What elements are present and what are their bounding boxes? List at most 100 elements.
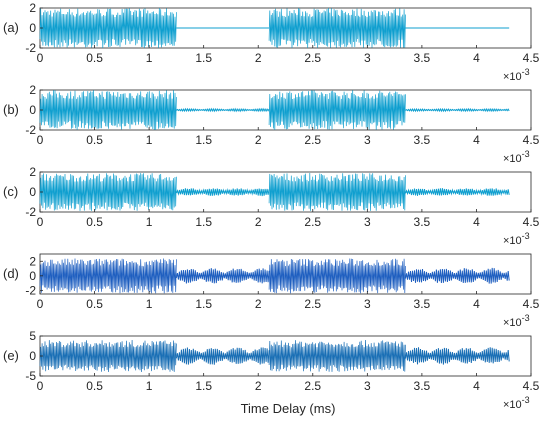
panel-2: 0 0.5 1 1.5 2 2.5 3 3.5 4 4.5-202(b)×10-3 — [3, 83, 540, 165]
y-tick-label: -2 — [25, 283, 36, 297]
signal-trace-segment — [268, 90, 406, 131]
x-tick-label: 2.5 — [304, 379, 321, 393]
y-tick-label: -2 — [25, 41, 36, 55]
signal-trace-segment — [176, 107, 270, 113]
x-exponent-label: ×10-3 — [503, 149, 530, 165]
y-tick-label: -2 — [25, 123, 36, 137]
signal-trace-segment — [268, 8, 406, 48]
signal-trace-segment — [39, 173, 177, 211]
panel-label: (b) — [3, 102, 19, 117]
x-tick-label: 4 — [473, 215, 480, 229]
signal-trace-segment — [39, 8, 177, 49]
x-tick-label: 3.5 — [414, 297, 431, 311]
x-tick-label: 2.5 — [304, 51, 321, 65]
x-tick-label: 2 — [255, 379, 262, 393]
signal-trace-segment — [405, 107, 510, 113]
x-tick-label: 4 — [473, 133, 480, 147]
panel-1: 0 0.5 1 1.5 2 2.5 3 3.5 4 4.5-202(a)×10-3 — [3, 1, 540, 83]
x-tick-label: 4.5 — [523, 379, 540, 393]
x-exponent-label: ×10-3 — [503, 313, 530, 329]
x-tick-label: 1 — [146, 51, 153, 65]
panel-label: (d) — [3, 266, 19, 281]
x-tick-label: 4.5 — [523, 133, 540, 147]
x-tick-label: 0.5 — [86, 215, 103, 229]
panel-4: 0 0.5 1 1.5 2 2.5 3 3.5 4 4.5-202(d)×10-3 — [3, 253, 540, 329]
x-tick-label: 4 — [473, 297, 480, 311]
y-tick-label: 0 — [29, 349, 36, 363]
panel-5: 0 0.5 1 1.5 2 2.5 3 3.5 4 4.5-505(e)×10-3 — [3, 329, 540, 411]
y-tick-label: -5 — [25, 369, 36, 383]
x-tick-label: 4.5 — [523, 51, 540, 65]
signal-trace-segment — [268, 258, 406, 294]
x-tick-label: 3 — [364, 297, 371, 311]
x-tick-label: 1 — [146, 215, 153, 229]
x-exponent-label: ×10-3 — [503, 395, 530, 411]
y-tick-label: 0 — [29, 269, 36, 283]
x-tick-label: 0 — [37, 297, 44, 311]
x-tick-label: 2 — [255, 215, 262, 229]
x-tick-label: 3.5 — [414, 133, 431, 147]
x-tick-label: 0.5 — [86, 297, 103, 311]
x-tick-label: 1.5 — [195, 51, 212, 65]
x-tick-label: 0 — [37, 133, 44, 147]
y-tick-label: 5 — [29, 329, 36, 343]
x-tick-label: 2.5 — [304, 133, 321, 147]
panels: 0 0.5 1 1.5 2 2.5 3 3.5 4 4.5-202(a)×10-30 0.5 1 1.5… — [3, 1, 540, 411]
x-tick-label: 2 — [255, 51, 262, 65]
x-tick-label: 0.5 — [86, 133, 103, 147]
signal-trace-segment — [405, 267, 510, 284]
y-tick-label: 2 — [29, 165, 36, 179]
x-tick-label: 4 — [473, 51, 480, 65]
panel-label: (c) — [3, 184, 18, 199]
y-tick-label: 0 — [29, 185, 36, 199]
y-tick-label: 2 — [29, 254, 36, 268]
x-tick-label: 1.5 — [195, 133, 212, 147]
x-tick-label: 4.5 — [523, 297, 540, 311]
signal-trace-segment — [175, 188, 270, 197]
x-tick-label: 1 — [146, 297, 153, 311]
x-tick-label: 0 — [37, 215, 44, 229]
x-tick-label: 1.5 — [195, 379, 212, 393]
signal-trace-segment — [39, 339, 177, 373]
x-tick-label: 3.5 — [414, 215, 431, 229]
panel-label: (e) — [3, 348, 19, 363]
y-tick-label: 2 — [29, 1, 36, 15]
signal-trace-segment — [39, 258, 177, 294]
panel-3: 0 0.5 1 1.5 2 2.5 3 3.5 4 4.5-202(c)×10-3 — [3, 165, 540, 247]
y-tick-label: -2 — [25, 205, 36, 219]
x-tick-label: 2.5 — [304, 215, 321, 229]
x-tick-label: 4 — [473, 379, 480, 393]
signal-trace-segment — [175, 347, 270, 365]
x-tick-label: 3.5 — [414, 379, 431, 393]
x-tick-label: 3 — [364, 215, 371, 229]
signal-trace-segment — [39, 90, 177, 131]
x-tick-label: 2.5 — [304, 297, 321, 311]
x-tick-label: 2 — [255, 133, 262, 147]
y-tick-label: 2 — [29, 83, 36, 97]
x-tick-label: 0 — [37, 379, 44, 393]
x-tick-label: 3 — [364, 51, 371, 65]
x-tick-label: 1 — [146, 379, 153, 393]
signal-trace-segment — [268, 339, 406, 372]
panel-label: (a) — [3, 20, 19, 35]
y-tick-label: 0 — [29, 21, 36, 35]
x-tick-label: 1 — [146, 133, 153, 147]
y-tick-label: 0 — [29, 103, 36, 117]
signal-trace-segment — [405, 347, 510, 365]
x-exponent-label: ×10-3 — [503, 67, 530, 83]
x-tick-label: 1.5 — [195, 215, 212, 229]
signal-trace-segment — [175, 268, 270, 284]
x-tick-label: 0.5 — [86, 379, 103, 393]
x-tick-label: 1.5 — [195, 297, 212, 311]
x-axis-label: Time Delay (ms) — [241, 401, 336, 416]
x-tick-label: 3 — [364, 133, 371, 147]
x-tick-label: 4.5 — [523, 215, 540, 229]
x-tick-label: 0 — [37, 51, 44, 65]
x-tick-label: 3.5 — [414, 51, 431, 65]
signal-trace-segment — [268, 172, 406, 211]
x-exponent-label: ×10-3 — [503, 231, 530, 247]
x-tick-label: 0.5 — [86, 51, 103, 65]
x-tick-label: 3 — [364, 379, 371, 393]
signal-trace-segment — [405, 188, 510, 197]
